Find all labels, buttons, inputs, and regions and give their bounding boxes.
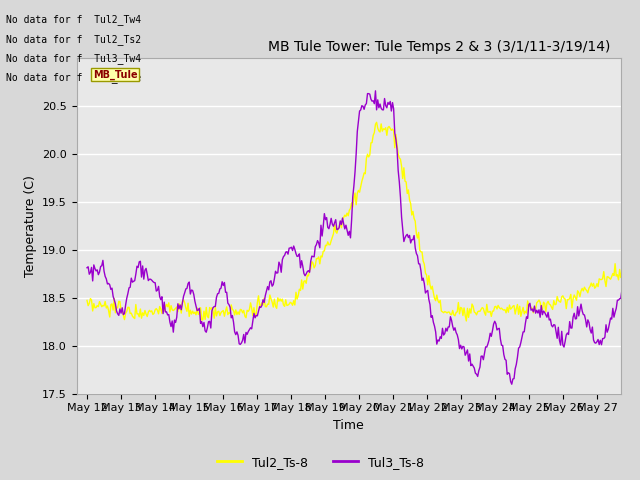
Text: MB_Tule: MB_Tule: [93, 70, 138, 80]
Tul2_Ts-8: [415, 229, 422, 235]
Tul2_Ts-8: [312, 256, 320, 262]
Tul3_Ts-8: [83, 265, 91, 271]
Text: MB Tule Tower: Tule Temps 2 & 3 (3/1/11-3/19/14): MB Tule Tower: Tule Temps 2 & 3 (3/1/11-…: [268, 40, 610, 54]
Tul3_Ts-8: [312, 242, 320, 248]
Text: No data for f  Tul2_Tw4: No data for f Tul2_Tw4: [6, 14, 141, 25]
Tul3_Ts-8: [579, 312, 587, 317]
Tul3_Ts-8: [372, 88, 380, 94]
Y-axis label: Temperature (C): Temperature (C): [24, 175, 36, 276]
Text: No data for f  Tul2_Ts2: No data for f Tul2_Ts2: [6, 34, 141, 45]
Legend: Tul2_Ts-8, Tul3_Ts-8: Tul2_Ts-8, Tul3_Ts-8: [211, 451, 429, 474]
Tul3_Ts-8: [252, 312, 260, 318]
Tul2_Ts-8: [463, 318, 470, 324]
Text: No data for f  Tul3_Tw4: No data for f Tul3_Tw4: [6, 53, 141, 64]
Tul3_Ts-8: [627, 263, 635, 269]
Tul2_Ts-8: [372, 120, 380, 125]
X-axis label: Time: Time: [333, 419, 364, 432]
Text: No data for f  LMB_Tule: No data for f LMB_Tule: [6, 72, 141, 83]
Tul3_Ts-8: [508, 381, 516, 387]
Tul2_Ts-8: [252, 311, 260, 317]
Tul2_Ts-8: [485, 309, 493, 315]
Tul2_Ts-8: [627, 259, 635, 265]
Tul3_Ts-8: [415, 261, 422, 267]
Tul3_Ts-8: [484, 341, 492, 347]
Tul2_Ts-8: [388, 126, 396, 132]
Tul2_Ts-8: [579, 288, 587, 294]
Line: Tul3_Ts-8: Tul3_Ts-8: [87, 91, 631, 384]
Tul2_Ts-8: [83, 298, 91, 303]
Tul3_Ts-8: [388, 100, 396, 106]
Line: Tul2_Ts-8: Tul2_Ts-8: [87, 122, 631, 321]
